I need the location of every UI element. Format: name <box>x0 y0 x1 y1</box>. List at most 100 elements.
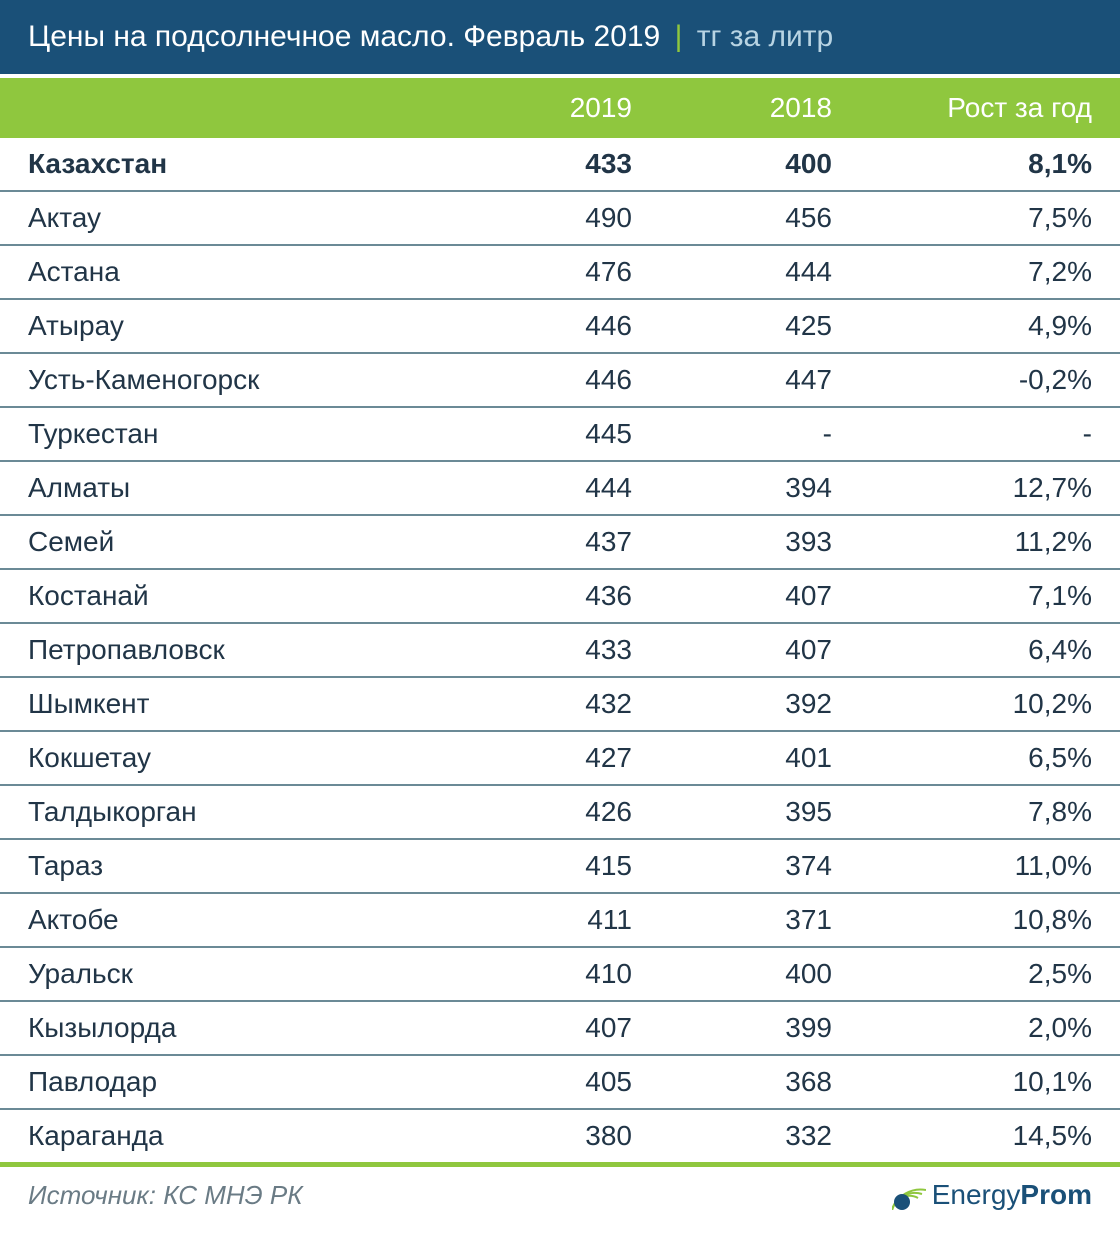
cell-growth: 2,0% <box>860 1012 1120 1044</box>
cell-name: Павлодар <box>0 1066 460 1098</box>
cell-name: Уральск <box>0 958 460 990</box>
cell-2019: 410 <box>460 958 660 990</box>
cell-2018: 456 <box>660 202 860 234</box>
cell-2019: 405 <box>460 1066 660 1098</box>
cell-2019: 444 <box>460 472 660 504</box>
footer-row: Источник: КС МНЭ РК EnergyProm <box>0 1162 1120 1229</box>
cell-name: Семей <box>0 526 460 558</box>
cell-name: Алматы <box>0 472 460 504</box>
cell-growth: 4,9% <box>860 310 1120 342</box>
cell-2019: 490 <box>460 202 660 234</box>
cell-growth: 10,1% <box>860 1066 1120 1098</box>
cell-2018: 332 <box>660 1120 860 1152</box>
title-unit: тг за литр <box>697 20 833 53</box>
cell-2019: 437 <box>460 526 660 558</box>
cell-name: Астана <box>0 256 460 288</box>
cell-name: Тараз <box>0 850 460 882</box>
cell-2018: - <box>660 418 860 450</box>
cell-growth: 12,7% <box>860 472 1120 504</box>
cell-name: Талдыкорган <box>0 796 460 828</box>
logo-text-part2: Prom <box>1020 1179 1092 1210</box>
cell-2019: 407 <box>460 1012 660 1044</box>
cell-2019: 432 <box>460 688 660 720</box>
cell-2018: 393 <box>660 526 860 558</box>
table-row: Семей43739311,2% <box>0 516 1120 570</box>
cell-2018: 368 <box>660 1066 860 1098</box>
table-row: Актау4904567,5% <box>0 192 1120 246</box>
cell-growth: 7,2% <box>860 256 1120 288</box>
cell-2019: 433 <box>460 148 660 180</box>
table-row: Талдыкорган4263957,8% <box>0 786 1120 840</box>
cell-2018: 399 <box>660 1012 860 1044</box>
table-row: Усть-Каменогорск446447-0,2% <box>0 354 1120 408</box>
table-row: Тараз41537411,0% <box>0 840 1120 894</box>
table-row: Астана4764447,2% <box>0 246 1120 300</box>
cell-growth: -0,2% <box>860 364 1120 396</box>
cell-2019: 427 <box>460 742 660 774</box>
cell-2019: 433 <box>460 634 660 666</box>
cell-name: Кокшетау <box>0 742 460 774</box>
cell-name: Актау <box>0 202 460 234</box>
table-row: Атырау4464254,9% <box>0 300 1120 354</box>
cell-name: Петропавловск <box>0 634 460 666</box>
table-header-row: 2019 2018 Рост за год <box>0 74 1120 138</box>
table-row: Костанай4364077,1% <box>0 570 1120 624</box>
cell-2018: 395 <box>660 796 860 828</box>
cell-2019: 436 <box>460 580 660 612</box>
cell-2018: 394 <box>660 472 860 504</box>
table-row: Павлодар40536810,1% <box>0 1056 1120 1110</box>
cell-name: Костанай <box>0 580 460 612</box>
cell-name: Шымкент <box>0 688 460 720</box>
cell-growth: 14,5% <box>860 1120 1120 1152</box>
cell-growth: 2,5% <box>860 958 1120 990</box>
cell-2019: 445 <box>460 418 660 450</box>
cell-growth: 11,2% <box>860 526 1120 558</box>
cell-2019: 411 <box>460 904 660 936</box>
table-row: Петропавловск4334076,4% <box>0 624 1120 678</box>
cell-growth: 10,8% <box>860 904 1120 936</box>
cell-2018: 444 <box>660 256 860 288</box>
cell-2019: 380 <box>460 1120 660 1152</box>
cell-growth: 7,5% <box>860 202 1120 234</box>
table-row: Актобе41137110,8% <box>0 894 1120 948</box>
cell-name: Атырау <box>0 310 460 342</box>
cell-name: Туркестан <box>0 418 460 450</box>
table-row: Караганда38033214,5% <box>0 1110 1120 1162</box>
cell-growth: 8,1% <box>860 148 1120 180</box>
cell-name: Казахстан <box>0 148 460 180</box>
cell-name: Кызылорда <box>0 1012 460 1044</box>
logo-text-part1: Energy <box>932 1179 1021 1210</box>
cell-growth: - <box>860 418 1120 450</box>
cell-2018: 371 <box>660 904 860 936</box>
header-name <box>0 92 460 124</box>
cell-2018: 407 <box>660 580 860 612</box>
cell-2018: 374 <box>660 850 860 882</box>
table-row: Кызылорда4073992,0% <box>0 1002 1120 1056</box>
logo-text: EnergyProm <box>932 1179 1092 1211</box>
table-row: Казахстан4334008,1% <box>0 138 1120 192</box>
title-bar: Цены на подсолнечное масло. Февраль 2019… <box>0 0 1120 74</box>
cell-2019: 476 <box>460 256 660 288</box>
cell-2018: 447 <box>660 364 860 396</box>
cell-name: Актобе <box>0 904 460 936</box>
title-main: Цены на подсолнечное масло. Февраль 2019 <box>28 20 660 53</box>
logo-sun-icon <box>892 1180 926 1210</box>
cell-growth: 7,8% <box>860 796 1120 828</box>
cell-growth: 6,5% <box>860 742 1120 774</box>
cell-2018: 401 <box>660 742 860 774</box>
title-separator: | <box>669 20 689 53</box>
cell-2019: 446 <box>460 310 660 342</box>
cell-2018: 400 <box>660 148 860 180</box>
cell-2019: 415 <box>460 850 660 882</box>
table-row: Уральск4104002,5% <box>0 948 1120 1002</box>
header-2019: 2019 <box>460 92 660 124</box>
cell-2018: 392 <box>660 688 860 720</box>
cell-growth: 10,2% <box>860 688 1120 720</box>
source-label: Источник: КС МНЭ РК <box>28 1180 303 1211</box>
cell-2018: 400 <box>660 958 860 990</box>
header-growth: Рост за год <box>860 92 1120 124</box>
header-2018: 2018 <box>660 92 860 124</box>
energyprom-logo: EnergyProm <box>892 1179 1092 1211</box>
cell-growth: 7,1% <box>860 580 1120 612</box>
cell-growth: 6,4% <box>860 634 1120 666</box>
